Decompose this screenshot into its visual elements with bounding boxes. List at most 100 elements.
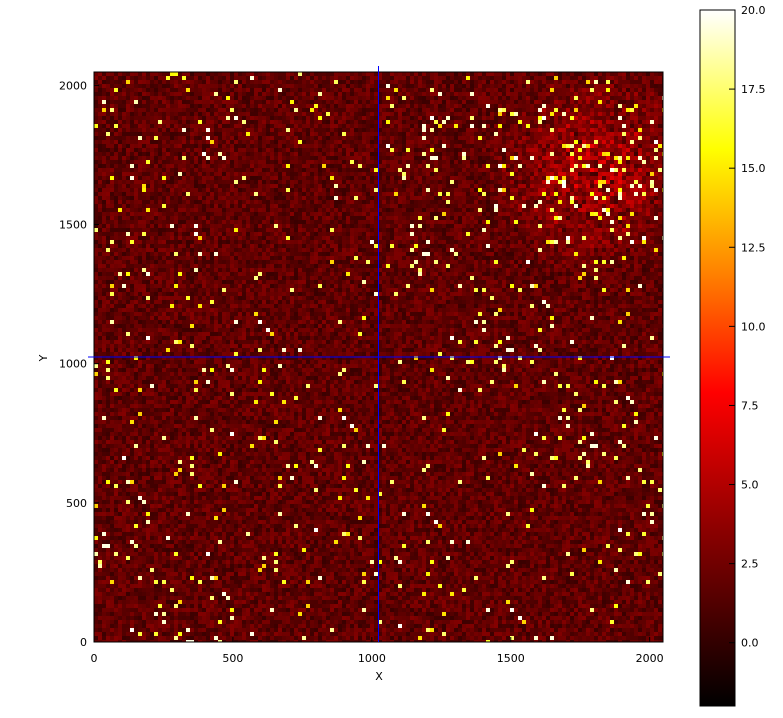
heatmap-cell — [434, 160, 438, 164]
heatmap-cell — [622, 204, 626, 208]
heatmap-cell — [562, 164, 566, 168]
heatmap-cell — [498, 176, 502, 180]
heatmap-cell — [614, 120, 618, 124]
heatmap-cell — [258, 124, 262, 128]
heatmap-cell — [314, 168, 318, 172]
heatmap-cell — [394, 112, 398, 116]
heatmap-cell — [638, 144, 642, 148]
heatmap-cell — [570, 156, 574, 160]
heatmap-cell — [526, 152, 530, 156]
heatmap-cell — [422, 132, 426, 136]
heatmap-cell — [362, 108, 366, 112]
heatmap-cell — [538, 208, 542, 212]
heatmap-cell — [98, 208, 102, 212]
heatmap-cell — [310, 148, 314, 152]
heatmap-cell — [186, 136, 190, 140]
heatmap-cell — [498, 196, 502, 200]
heatmap-cell — [398, 208, 402, 212]
heatmap-cell — [94, 172, 98, 176]
heatmap-cell — [242, 116, 246, 120]
heatmap-cell — [466, 184, 470, 188]
heatmap-cell — [522, 84, 526, 88]
heatmap-cell — [574, 132, 578, 136]
heatmap-cell — [202, 128, 206, 132]
heatmap-cell — [114, 84, 118, 88]
heatmap-cell — [286, 208, 290, 212]
heatmap-cell — [510, 192, 514, 196]
heatmap-cell — [162, 128, 166, 132]
heatmap-cell — [538, 160, 542, 164]
heatmap-cell — [382, 188, 386, 192]
heatmap-cell — [646, 152, 650, 156]
heatmap-cell — [174, 184, 178, 188]
heatmap-cell — [186, 172, 190, 176]
heatmap-cell — [378, 140, 382, 144]
heatmap-cell — [314, 120, 318, 124]
heatmap-cell — [638, 188, 642, 192]
heatmap-cell — [206, 160, 210, 164]
heatmap-cell — [290, 188, 294, 192]
heatmap-cell — [570, 136, 574, 140]
heatmap-cell — [346, 188, 350, 192]
heatmap-cell — [210, 156, 214, 160]
heatmap-cell — [402, 140, 406, 144]
heatmap-cell — [534, 196, 538, 200]
heatmap-cell — [354, 164, 358, 168]
heatmap-cell — [182, 208, 186, 212]
heatmap-cell — [610, 136, 614, 140]
heatmap-cell — [326, 168, 330, 172]
heatmap-cell — [102, 144, 106, 148]
heatmap-cell — [134, 84, 138, 88]
heatmap-cell — [430, 92, 434, 96]
heatmap-cell — [510, 208, 514, 212]
heatmap-cell — [634, 192, 638, 196]
heatmap-cell — [318, 84, 322, 88]
heatmap-cell — [518, 200, 522, 204]
heatmap-cell — [330, 156, 334, 160]
heatmap-cell — [486, 204, 490, 208]
heatmap-cell — [358, 208, 362, 212]
heatmap-cell — [542, 116, 546, 120]
heatmap-cell — [186, 148, 190, 152]
heatmap-cell — [266, 108, 270, 112]
heatmap-cell — [634, 92, 638, 96]
heatmap-cell — [382, 120, 386, 124]
heatmap-cell — [634, 80, 638, 84]
heatmap-cell — [594, 108, 598, 112]
heatmap-cell — [114, 160, 118, 164]
heatmap-cell — [206, 136, 210, 140]
heatmap-cell — [422, 116, 426, 120]
heatmap-cell — [574, 76, 578, 80]
heatmap-cell — [166, 100, 170, 104]
heatmap-cell — [606, 80, 610, 84]
heatmap-cell — [98, 140, 102, 144]
heatmap-cell — [482, 112, 486, 116]
heatmap-cell — [254, 80, 258, 84]
heatmap-cell — [242, 184, 246, 188]
heatmap-cell — [614, 144, 618, 148]
heatmap-cell — [298, 72, 302, 76]
heatmap-cell — [230, 196, 234, 200]
heatmap-cell — [594, 192, 598, 196]
heatmap-cell — [566, 116, 570, 120]
heatmap-cell — [338, 76, 342, 80]
heatmap-cell — [318, 184, 322, 188]
heatmap-cell — [322, 92, 326, 96]
heatmap-cell — [586, 192, 590, 196]
heatmap-cell — [450, 88, 454, 92]
heatmap-cell — [450, 92, 454, 96]
heatmap-cell — [474, 80, 478, 84]
heatmap-cell — [234, 196, 238, 200]
heatmap-cell — [266, 128, 270, 132]
heatmap-cell — [206, 152, 210, 156]
heatmap-cell — [494, 76, 498, 80]
heatmap-cell — [374, 168, 378, 172]
heatmap-cell — [414, 104, 418, 108]
heatmap-cell — [190, 172, 194, 176]
heatmap-cell — [406, 184, 410, 188]
heatmap-cell — [142, 208, 146, 212]
heatmap-cell — [258, 88, 262, 92]
heatmap-cell — [414, 204, 418, 208]
heatmap-cell — [490, 84, 494, 88]
heatmap-cell — [222, 100, 226, 104]
